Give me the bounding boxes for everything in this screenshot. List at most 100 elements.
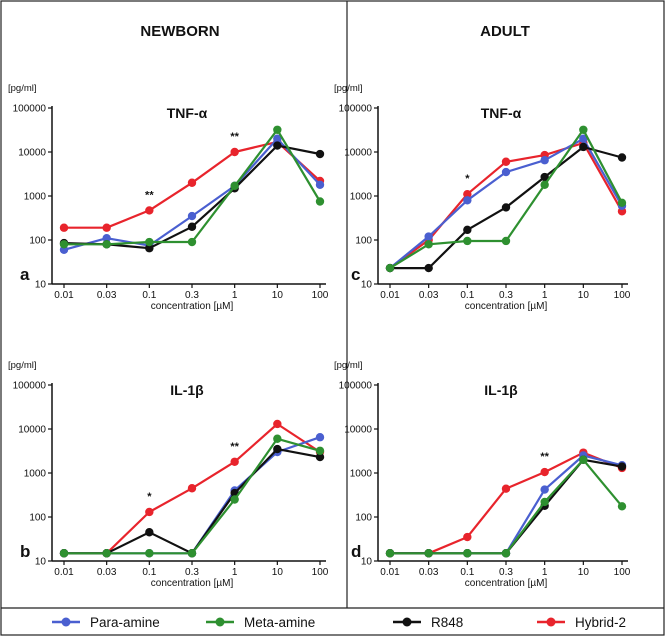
panel-label: c [351, 265, 360, 284]
data-point [463, 236, 472, 246]
data-point [273, 141, 282, 150]
x-axis-label: concentration [µM] [151, 578, 234, 589]
data-point [102, 233, 111, 243]
x-tick-label: 10 [578, 567, 590, 578]
y-tick-label: 10 [361, 280, 373, 291]
y-tick-label: 10000 [344, 148, 372, 159]
chart-title: IL-1β [170, 382, 204, 398]
data-point [187, 237, 197, 247]
y-tick-label: 1000 [350, 192, 373, 203]
data-point [579, 455, 588, 464]
chart-panel-a: 10 100 1000 10000 100000 0.01 0.03 0.1 0.3 1 10 100… [8, 83, 329, 312]
data-point [315, 433, 325, 442]
y-tick-label: 1000 [24, 469, 47, 480]
x-tick-label: 100 [614, 567, 631, 578]
data-point [102, 549, 111, 558]
legend-item-hybrid-2: Hybrid-2 [537, 615, 626, 630]
data-point [187, 178, 197, 187]
data-point [315, 180, 325, 189]
x-tick-label: 100 [312, 290, 329, 301]
chart-title: TNF-α [167, 105, 208, 121]
data-point [315, 149, 325, 159]
data-point [617, 153, 627, 162]
x-tick-label: 1 [232, 567, 238, 578]
data-point [501, 549, 511, 558]
data-point [230, 181, 239, 191]
data-point [463, 549, 472, 558]
data-point [187, 484, 197, 493]
x-axis-label: concentration [µM] [151, 301, 234, 312]
y-tick-label: 10000 [18, 148, 46, 159]
y-tick-label: 100 [29, 513, 46, 524]
data-point [579, 134, 588, 143]
data-point [187, 211, 197, 221]
series-meta-amine [59, 125, 325, 249]
data-point [540, 180, 549, 189]
data-point [501, 167, 511, 177]
legend: Para-amine Meta-amine R848 Hybrid-2 [52, 615, 626, 630]
data-point [501, 203, 511, 212]
data-point [145, 206, 154, 215]
data-point [501, 484, 511, 493]
y-tick-label: 1000 [24, 192, 47, 203]
data-point [273, 125, 282, 134]
x-tick-label: 0.1 [142, 290, 156, 301]
y-tick-label: 10000 [344, 425, 372, 436]
x-tick-label: 0.01 [54, 567, 74, 578]
data-point [385, 549, 395, 558]
x-tick-label: 0.1 [460, 567, 474, 578]
data-point [424, 549, 433, 558]
legend-label: Hybrid-2 [575, 615, 626, 630]
x-tick-label: 0.01 [54, 290, 74, 301]
data-point [145, 244, 154, 253]
panel-label: a [20, 265, 30, 284]
data-point [315, 446, 325, 455]
panel-label: b [20, 542, 30, 561]
data-point [230, 147, 239, 157]
legend-item-r848: R848 [393, 615, 463, 630]
x-tick-label: 0.01 [380, 290, 400, 301]
legend-label: Para-amine [90, 615, 160, 630]
significance-marker: * [147, 491, 152, 503]
data-point [273, 434, 282, 443]
data-point [501, 236, 511, 246]
chart-panel-d: 10 100 1000 10000 100000 0.01 0.03 0.1 0.3 1 10 100… [334, 360, 631, 589]
data-point [59, 240, 69, 249]
y-tick-label: 100 [355, 236, 372, 247]
legend-item-meta-amine: Meta-amine [206, 615, 315, 630]
series-meta-amine [385, 125, 627, 273]
chart-panel-c: 10 100 1000 10000 100000 0.01 0.03 0.1 0.3 1 10 100… [334, 83, 631, 312]
y-tick-label: 100 [29, 236, 46, 247]
data-point [59, 549, 69, 558]
data-point [424, 263, 433, 273]
x-tick-label: 10 [272, 567, 284, 578]
column-header-newborn: NEWBORN [140, 23, 219, 40]
data-point [540, 485, 549, 494]
significance-marker: ** [230, 441, 239, 453]
y-unit-label: [pg/ml] [334, 83, 363, 94]
y-unit-label: [pg/ml] [8, 83, 37, 94]
data-point [102, 240, 111, 249]
x-tick-label: 10 [578, 290, 590, 301]
data-point [617, 198, 627, 208]
x-tick-label: 0.03 [419, 567, 439, 578]
x-tick-label: 0.03 [97, 567, 117, 578]
x-tick-label: 100 [312, 567, 329, 578]
x-tick-label: 0.3 [499, 567, 513, 578]
x-tick-label: 0.01 [380, 567, 400, 578]
legend-swatch-marker [215, 617, 225, 627]
y-tick-label: 100000 [339, 381, 373, 392]
data-point [579, 142, 588, 152]
data-point [145, 528, 154, 537]
data-point [145, 549, 154, 558]
y-tick-label: 10 [361, 557, 373, 568]
x-tick-label: 100 [614, 290, 631, 301]
chart-panel-b: 10 100 1000 10000 100000 0.01 0.03 0.1 0.3 1 10 100… [8, 360, 329, 589]
column-header-adult: ADULT [480, 23, 530, 40]
data-point [579, 125, 588, 134]
data-point [230, 457, 239, 466]
x-tick-label: 10 [272, 290, 284, 301]
